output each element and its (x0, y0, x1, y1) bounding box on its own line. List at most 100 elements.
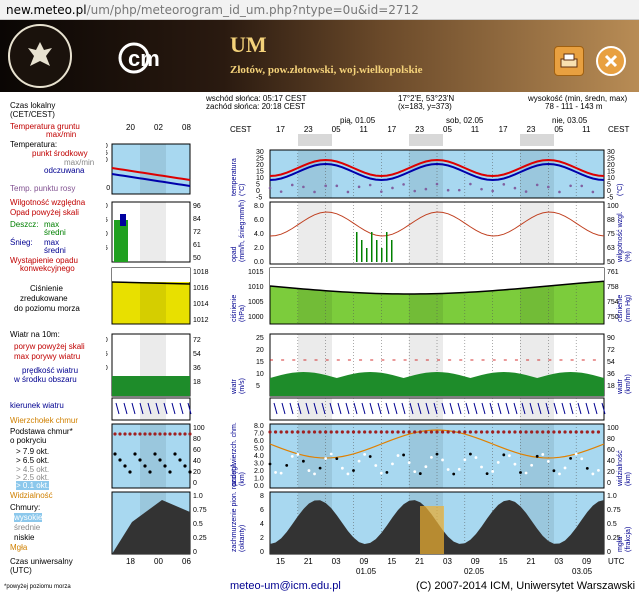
left-temp-line (111, 167, 191, 181)
wind-arrow (505, 402, 510, 415)
bottom-hour-label: 03 (554, 557, 563, 566)
cloud-base-dot (285, 464, 289, 467)
address-bar[interactable]: new.meteo.pl /um/php/meteorogram_id_um.p… (0, 0, 639, 20)
vlabel-name: ciśnienie (231, 295, 238, 322)
contact-email[interactable]: meteo-um@icm.edu.pl (230, 580, 341, 592)
dew-point (391, 186, 394, 190)
cloud-base-dot (413, 470, 417, 474)
vlabel-name: zachmurzenie pion. rozcięgł. (231, 463, 238, 552)
wind-axis-right: 18 (607, 383, 615, 390)
legend-felt: odczuwana (44, 166, 85, 175)
vlabel-right-name: wilgotność wzgl. (617, 211, 624, 263)
cloud-axis-left: 2.0 (254, 468, 264, 475)
wind-arrow (433, 402, 438, 415)
cloud-base-dot (591, 472, 595, 476)
left-bottom-hour: 18 (126, 557, 135, 566)
frac-axis-right: 1.0 (607, 493, 617, 500)
wind-axis-right: 54 (607, 359, 615, 366)
vlabel-name: wiatr (231, 379, 238, 395)
left-rain-tick: 0.5 (106, 245, 108, 252)
rain-axis-left: 6.0 (254, 217, 264, 224)
temp-felt-line (269, 162, 605, 182)
frac-axis-left: 6 (260, 507, 264, 514)
left-frac-right-tick: 0.5 (193, 521, 203, 528)
left-wind-arrow (147, 402, 152, 415)
wind-arrow (489, 402, 494, 415)
print-button[interactable] (554, 46, 584, 76)
cloud-base-dot (569, 457, 572, 460)
legend-wind10: Wiatr na 10m: (10, 330, 60, 339)
cloud-base-dot (558, 472, 561, 476)
left-frac-right-tick: 1.0 (193, 493, 203, 500)
night-shade (409, 424, 443, 488)
left-felt-line (111, 173, 191, 187)
temp-axis-left: 15 (256, 169, 264, 176)
dew-point (502, 183, 506, 186)
legend-rain-above: Opad powyżej skali (10, 208, 79, 217)
left-wind-tick: 15 (106, 351, 108, 358)
left-press-line (111, 281, 191, 285)
vlabel-right-name: (°C) (616, 183, 624, 196)
temp-axis-right: 5 (607, 182, 611, 189)
cloud-base-dot (279, 471, 283, 475)
cloud-axis-left: 8.0 (254, 423, 264, 430)
wind-arrow (545, 402, 550, 415)
dew-point (547, 185, 550, 189)
location-name: Złotów, pow.złotowski, woj.wielkopolskie (230, 64, 423, 76)
panel-vlabel: ciśnienie (hPa) (231, 295, 246, 322)
legend-gust-above: poryw powyżej skali (14, 342, 85, 351)
wind-arrow (369, 402, 374, 415)
cloud-base-dot (563, 466, 567, 470)
panel-vlabel: podst./wierzch. chm. (km) (231, 422, 246, 486)
cloud-top-dot (429, 430, 434, 434)
legend-visibility: Widzialność (10, 491, 53, 500)
wind-axis-right: 72 (607, 347, 615, 354)
cloud-base-dot (469, 452, 472, 456)
left-rain-right-tick: 84 (193, 216, 201, 223)
cloud-top-dot (596, 430, 601, 434)
left-frac-right-tick: 0 (193, 549, 197, 556)
legend-cloud-top: Wierzchołek chmur (10, 416, 79, 425)
cloud-top-dot (435, 430, 439, 434)
cloud-top-dot (468, 430, 472, 434)
bottom-day-label: 03.05 (572, 567, 593, 576)
cloud-top-dot (535, 430, 539, 434)
night-shade (520, 398, 554, 420)
legend-clouds-low: niskie (14, 533, 35, 542)
left-wind-arrow (171, 402, 176, 415)
cloud-base-dot (290, 455, 294, 458)
left-cloud-top-dot (123, 432, 127, 436)
cloud-base-dot (302, 459, 305, 463)
left-rain-right-tick: 50 (193, 255, 201, 262)
left-frac-right-tick: 0.25 (193, 535, 207, 542)
close-button[interactable] (596, 46, 626, 76)
left-cloud-top-dot (163, 432, 167, 436)
left-vis-tick: 80 (193, 436, 201, 443)
grid-point: (x=183, y=373) (398, 102, 452, 111)
dew-point (513, 186, 517, 190)
dew-point (380, 190, 383, 193)
wind-arrow (353, 402, 358, 415)
temp-axis-left: 0 (256, 188, 260, 195)
top-hour-label: 11 (360, 125, 369, 134)
left-vis-tick: 0 (193, 480, 197, 487)
left-temp-tick: -10 (106, 185, 110, 192)
press-axis-right: 761 (607, 269, 619, 276)
legend-clouds-high: wysokie (14, 513, 43, 522)
vis-axis-right: 80 (607, 436, 615, 443)
wind-arrow (273, 402, 278, 415)
sunset: zachód słońca: 20:18 CEST (206, 102, 306, 111)
cloud-top-dot (329, 430, 333, 434)
temp-axis-right: 10 (607, 175, 615, 182)
legend-center: punkt środkowy (32, 149, 88, 158)
panel-vlabel: temperatura (°C) (231, 158, 246, 196)
dew-point (268, 186, 272, 190)
wind-axis-right: 90 (607, 335, 615, 342)
night-shade (298, 424, 332, 488)
cloud-base-dot (324, 457, 328, 460)
cloud-base-dot (530, 463, 534, 467)
cloud-base-dot (597, 468, 600, 472)
cloud-axis-left: 4.0 (254, 453, 264, 460)
cloud-base-dot (435, 452, 439, 456)
copyright: (C) 2007-2014 ICM, Uniwersytet Warszawsk… (416, 580, 636, 592)
